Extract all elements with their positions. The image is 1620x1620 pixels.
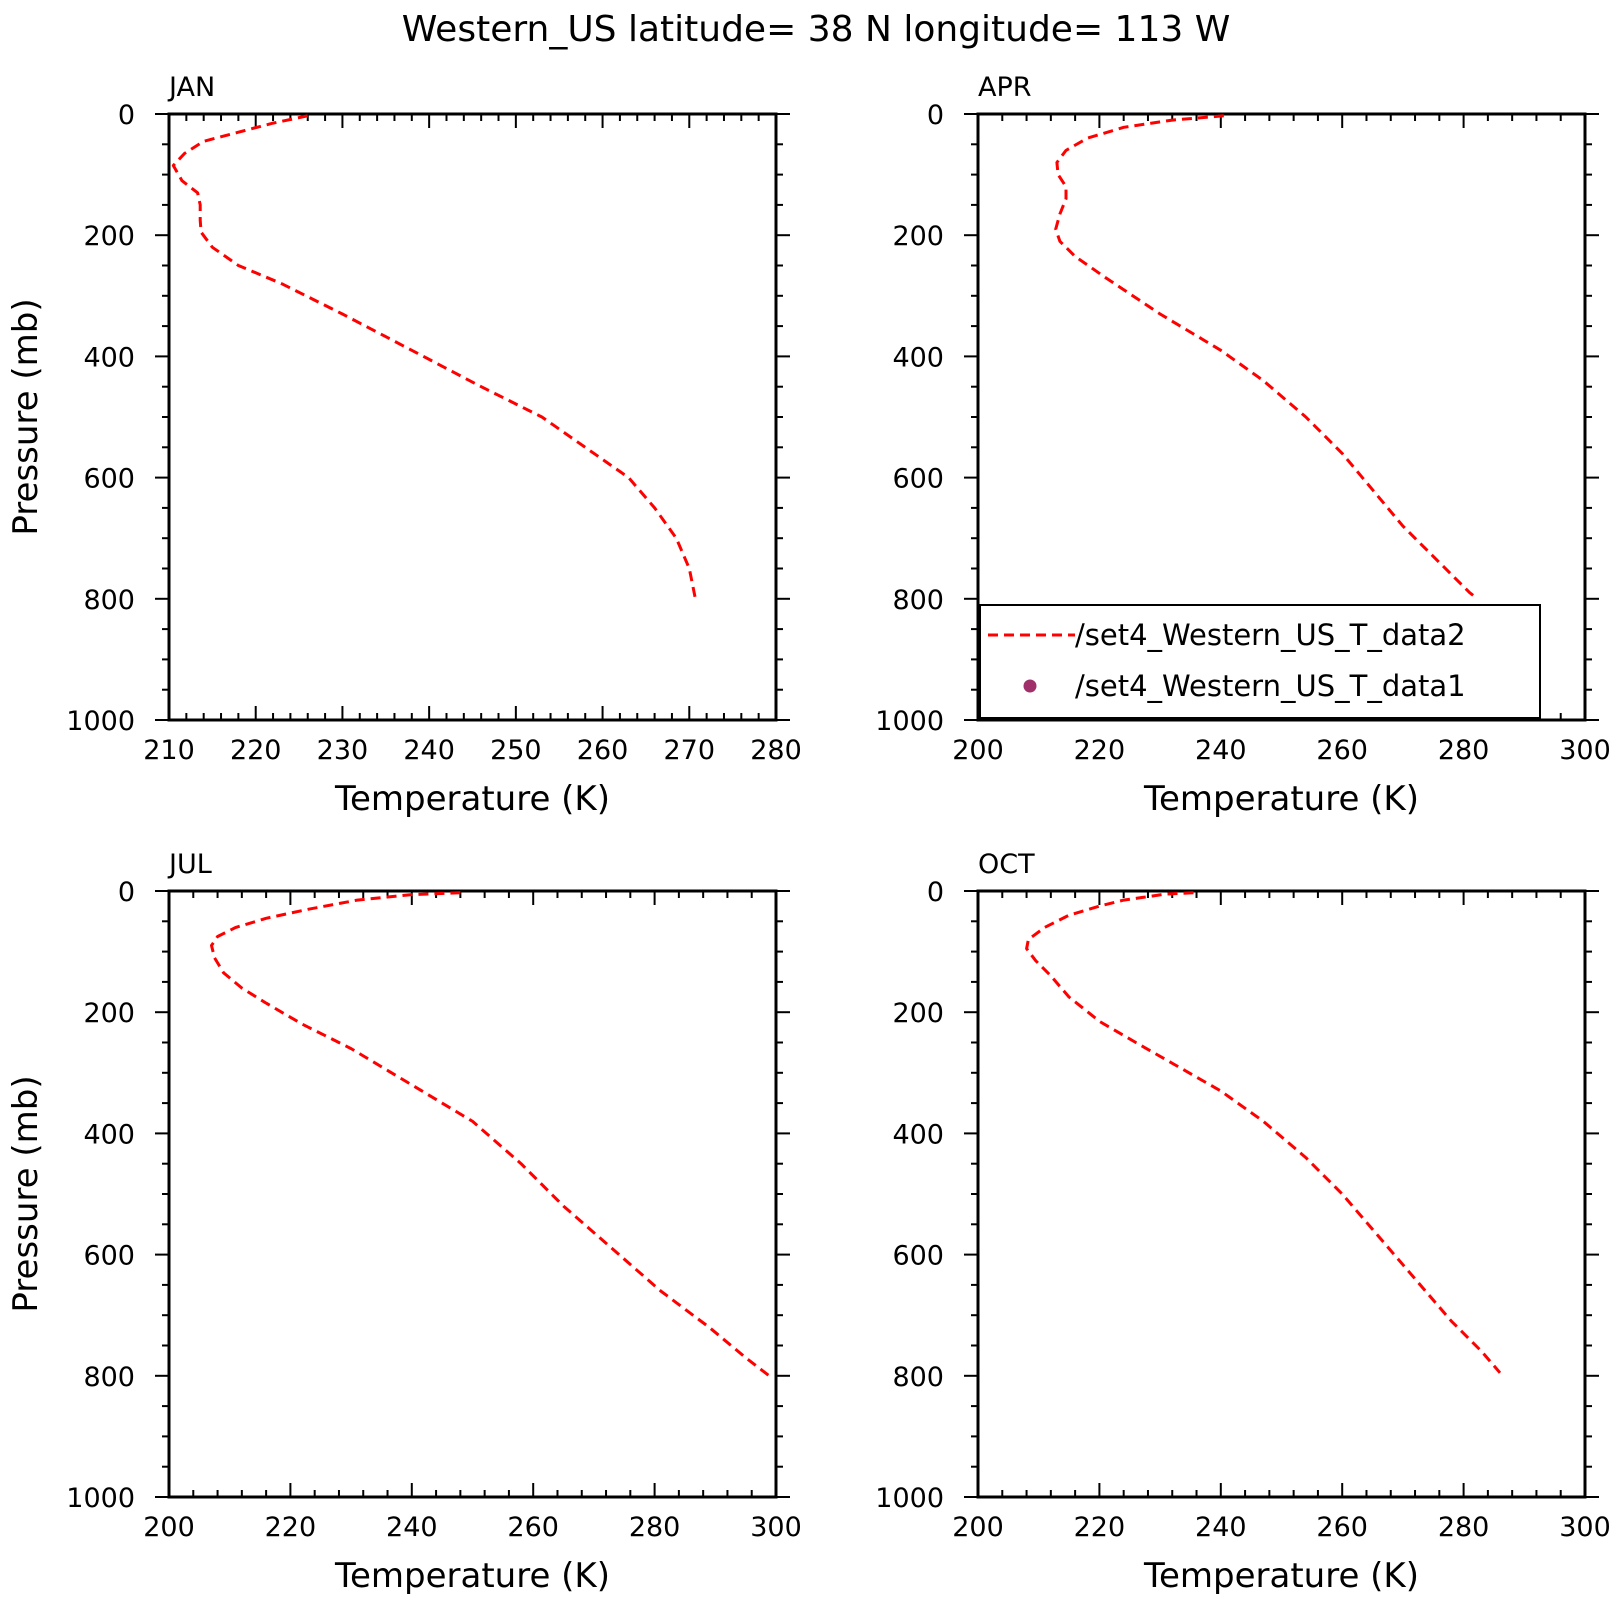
plot-frame xyxy=(167,889,778,1499)
chart-panel-oct: 200 220 240 260 280 300 0 200 400 600 800 1000 OCT Te… xyxy=(875,849,1610,1596)
y-tick-label: 800 xyxy=(83,1362,135,1393)
x-tick-label: 220 xyxy=(1074,735,1126,766)
y-tick-label: 0 xyxy=(927,877,944,908)
x-tick-label: 200 xyxy=(952,735,1004,766)
y-tick-label: 400 xyxy=(892,342,944,373)
series-line xyxy=(171,114,697,600)
x-tick-label: 280 xyxy=(629,1512,681,1543)
x-axis-label: Temperature (K) xyxy=(334,1556,610,1596)
y-tick-label: 400 xyxy=(83,342,135,373)
x-tick-label: 210 xyxy=(143,735,195,766)
y-tick-label: 0 xyxy=(118,877,135,908)
y-tick-label: 200 xyxy=(892,998,944,1029)
plot-frame xyxy=(976,889,1587,1499)
chart-panel-jan: 210 220 230 240 250 260 270 280 0 200 400 600 800 100… xyxy=(6,72,802,819)
x-tick-label: 220 xyxy=(1074,1512,1126,1543)
legend-entry-label: /set4_Western_US_T_data1 xyxy=(1075,669,1466,703)
x-tick-label: 270 xyxy=(664,735,716,766)
y-tick-label: 800 xyxy=(892,1362,944,1393)
x-tick-label: 260 xyxy=(507,1512,559,1543)
y-tick-label: 800 xyxy=(83,585,135,616)
x-axis-label: Temperature (K) xyxy=(1143,779,1419,819)
panels: 210 220 230 240 250 260 270 280 0 200 400 600 800 100… xyxy=(6,72,1611,1596)
y-tick-label: 200 xyxy=(892,221,944,252)
y-tick-label: 0 xyxy=(118,100,135,131)
y-tick-label: 600 xyxy=(83,464,135,495)
y-tick-label: 600 xyxy=(892,464,944,495)
x-axis-label: Temperature (K) xyxy=(1143,1556,1419,1596)
x-tick-label: 240 xyxy=(1195,1512,1247,1543)
y-tick-label: 1000 xyxy=(875,706,944,737)
x-axis-label: Temperature (K) xyxy=(334,779,610,819)
plot-frame xyxy=(167,112,778,722)
legend: /set4_Western_US_T_data2/set4_Western_US… xyxy=(979,604,1541,719)
y-tick-label: 800 xyxy=(892,585,944,616)
y-tick-label: 200 xyxy=(83,221,135,252)
x-tick-label: 240 xyxy=(1195,735,1247,766)
y-tick-label: 1000 xyxy=(875,1483,944,1514)
y-tick-label: 400 xyxy=(83,1119,135,1150)
y-axis-label: Pressure (mb) xyxy=(6,298,46,535)
x-tick-label: 280 xyxy=(1438,1512,1490,1543)
x-tick-label: 280 xyxy=(1438,735,1490,766)
series-line xyxy=(210,891,774,1380)
series-line xyxy=(1025,891,1502,1374)
panel-label: APR xyxy=(978,72,1032,103)
x-tick-label: 300 xyxy=(1559,1512,1611,1543)
figure-title: Western_US latitude= 38 N longitude= 113… xyxy=(402,9,1231,50)
y-tick-label: 600 xyxy=(83,1241,135,1272)
x-tick-label: 200 xyxy=(952,1512,1004,1543)
panel-label: OCT xyxy=(978,849,1035,880)
y-tick-label: 600 xyxy=(892,1241,944,1272)
x-tick-label: 240 xyxy=(403,735,455,766)
x-tick-label: 280 xyxy=(750,735,802,766)
chart-panel-jul: 200 220 240 260 280 300 0 200 400 600 800 1000 JUL Te… xyxy=(6,849,802,1596)
x-tick-label: 300 xyxy=(1559,735,1611,766)
x-tick-label: 260 xyxy=(1316,735,1368,766)
legend-box xyxy=(979,604,1541,719)
y-tick-label: 1000 xyxy=(66,706,135,737)
y-tick-label: 400 xyxy=(892,1119,944,1150)
y-tick-label: 200 xyxy=(83,998,135,1029)
x-tick-label: 300 xyxy=(750,1512,802,1543)
x-tick-label: 220 xyxy=(265,1512,317,1543)
legend-dot-swatch xyxy=(1023,679,1037,693)
y-tick-label: 0 xyxy=(927,100,944,131)
x-tick-label: 230 xyxy=(317,735,369,766)
x-tick-label: 220 xyxy=(230,735,282,766)
y-axis-label: Pressure (mb) xyxy=(6,1075,46,1312)
x-tick-label: 200 xyxy=(143,1512,195,1543)
chart-panel-apr: 200 220 240 260 280 300 0 200 400 600 800 1000 APR Te… xyxy=(875,72,1610,819)
y-tick-label: 1000 xyxy=(66,1483,135,1514)
panel-label: JUL xyxy=(167,849,212,880)
series-line xyxy=(1054,114,1479,600)
x-tick-label: 260 xyxy=(1316,1512,1368,1543)
x-tick-label: 240 xyxy=(386,1512,438,1543)
x-tick-label: 260 xyxy=(577,735,629,766)
panel-label: JAN xyxy=(167,72,215,103)
legend-entry-label: /set4_Western_US_T_data2 xyxy=(1075,618,1466,652)
x-tick-label: 250 xyxy=(490,735,542,766)
